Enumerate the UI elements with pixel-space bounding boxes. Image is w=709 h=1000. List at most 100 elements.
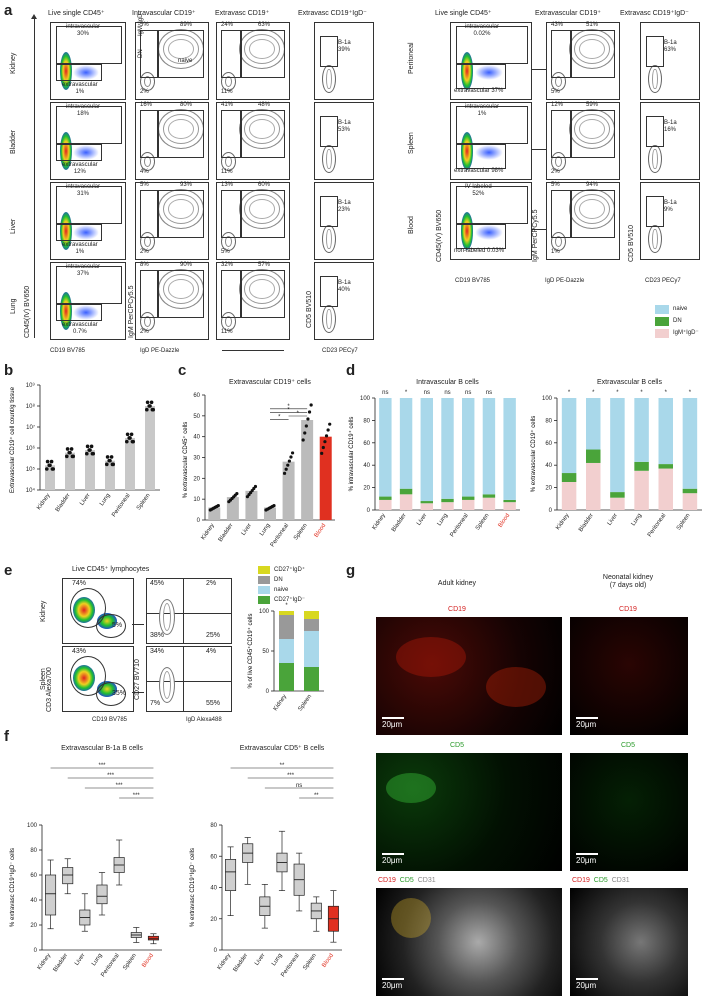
iv-igm-pct: 5% [140, 22, 149, 28]
significance-mark: ns [382, 390, 388, 396]
stacked-bar-segment [634, 398, 649, 462]
significance-mark: *** [133, 793, 141, 799]
data-point [68, 450, 72, 455]
a-b1a-plot [314, 262, 374, 340]
e-legend: CD27⁺IgD⁺ DN naive CD27⁺IgD⁻ [258, 566, 305, 606]
y-tick-label: 40 [210, 886, 217, 892]
data-point [306, 417, 310, 421]
stacked-bar-segment [379, 496, 392, 500]
y-tick-label: 30 [193, 456, 200, 462]
data-point [110, 462, 115, 467]
naive-gate [571, 110, 615, 158]
panel-c-chart: Extravascular CD19⁺ cells 0 10 20 30 40 50 60 Ki… [182, 379, 335, 548]
b1a-gate [646, 196, 664, 227]
significance-mark: * [592, 390, 595, 396]
dn-gate [140, 110, 158, 158]
data-point [321, 445, 325, 450]
b1a-pct: B-1a 63% [664, 40, 677, 53]
b1a-pct: B-1a 40% [338, 280, 351, 293]
x-tick-label: Lung [91, 953, 104, 967]
bar [145, 406, 155, 490]
significance-mark: * [287, 407, 290, 413]
g-neonatal-cd19-image: 20μm [570, 617, 688, 735]
y-tick-label: 20 [363, 486, 370, 492]
data-point [309, 403, 313, 407]
a-tissue-label: Peritoneal [408, 42, 415, 74]
data-point [307, 410, 312, 414]
chart-title: Extravascular CD5⁺ B cells [240, 745, 325, 752]
ev-igm-pct: 5% [551, 182, 560, 188]
density-cluster [475, 144, 503, 160]
gate-arrow [532, 69, 546, 71]
naive-gate [241, 190, 285, 238]
legend-item: naive [258, 586, 305, 594]
e-quad-pct: 45% [150, 580, 165, 587]
gate-label-dn: DN [138, 49, 144, 58]
density-cluster [73, 64, 100, 80]
stacked-bar-segment [379, 499, 392, 510]
extravascular-pct: non-labeled 0.03% [454, 248, 505, 254]
e-gate-b [96, 614, 126, 638]
stacked-bar-segment [503, 398, 516, 500]
a-live-plot-right [450, 22, 532, 100]
a-xaxis-cd19: CD19 BV785 [50, 348, 86, 354]
e-xaxis-igd: IgD Alexa488 [186, 717, 222, 723]
b1a-gate [320, 276, 338, 307]
density-cluster [475, 224, 503, 240]
extravascular-pct: extravascular 12% [62, 162, 98, 175]
extravascular-gate [56, 303, 102, 321]
g-neonatal-merge-image: 20μm [570, 888, 688, 996]
legend-item: CD27⁺IgD⁺ [258, 566, 305, 574]
significance-mark: * [285, 603, 288, 609]
g-scalebar: 20μm [382, 978, 404, 990]
extravascular-pct: extravascular 1% [62, 82, 98, 95]
x-tick-label: Lung [259, 523, 272, 537]
b1a-pct: B-1a 9% [664, 200, 677, 213]
density-cluster [59, 51, 72, 90]
ev-dn-pct: 2% [551, 169, 560, 175]
panel-d-right-chart: Extravascular B cells 0 20 40 60 80 100 Kidney B… [530, 379, 702, 538]
bar [65, 452, 75, 490]
a-live-plot [50, 262, 126, 340]
significance-mark: ns [444, 390, 450, 396]
contour-cluster [139, 152, 155, 172]
legend-item: CD27⁺IgD⁻ [258, 596, 305, 604]
panel-label-f: f [4, 728, 9, 745]
stacked-bar-segment [304, 631, 319, 667]
data-point [50, 467, 55, 471]
a-yaxis-cd5: CD5 BV510 [306, 291, 313, 328]
y-tick-label: 0 [266, 689, 270, 695]
iv-naive-pct: 90% [180, 262, 193, 268]
g-adult-title: Adult kidney [437, 580, 477, 587]
a-header-live: Live single CD45⁺ [48, 10, 105, 17]
b1a-gate [646, 116, 664, 147]
ev-naive-pct: 94% [586, 182, 599, 188]
g-scalebar: 20μm [576, 717, 598, 729]
gate-arrow [532, 149, 546, 151]
dn-gate [551, 30, 571, 78]
ev-dn-pct: 11% [221, 89, 233, 95]
e-header: Live CD45⁺ lymphocytes [72, 566, 150, 573]
stacked-bar-segment [441, 498, 454, 503]
y-tick-label: 20 [193, 476, 200, 482]
contour-cluster [647, 224, 662, 254]
naive-gate [571, 190, 615, 238]
e-gate2-pct: 35% [112, 690, 127, 697]
a-tissue-label: Bladder [10, 129, 17, 154]
a-yaxis-arrowhead [31, 14, 37, 19]
density-cluster [460, 51, 474, 90]
ev-dn-pct: 11% [221, 169, 233, 175]
ev-igm-pct: 12% [551, 102, 564, 108]
box [62, 867, 74, 885]
data-point [272, 504, 276, 508]
legend-swatch [258, 576, 270, 584]
gate-label-naive: naive [178, 58, 193, 64]
x-tick-label: Lung [437, 513, 450, 527]
significance-mark: *** [287, 773, 295, 779]
x-tick-label: Kidney [555, 513, 570, 531]
stacked-bar-segment [610, 492, 625, 498]
data-point [89, 444, 94, 449]
y-tick-label: 40 [30, 898, 37, 904]
g-merge-cd31: CD31 [611, 877, 630, 884]
data-point [320, 451, 324, 455]
